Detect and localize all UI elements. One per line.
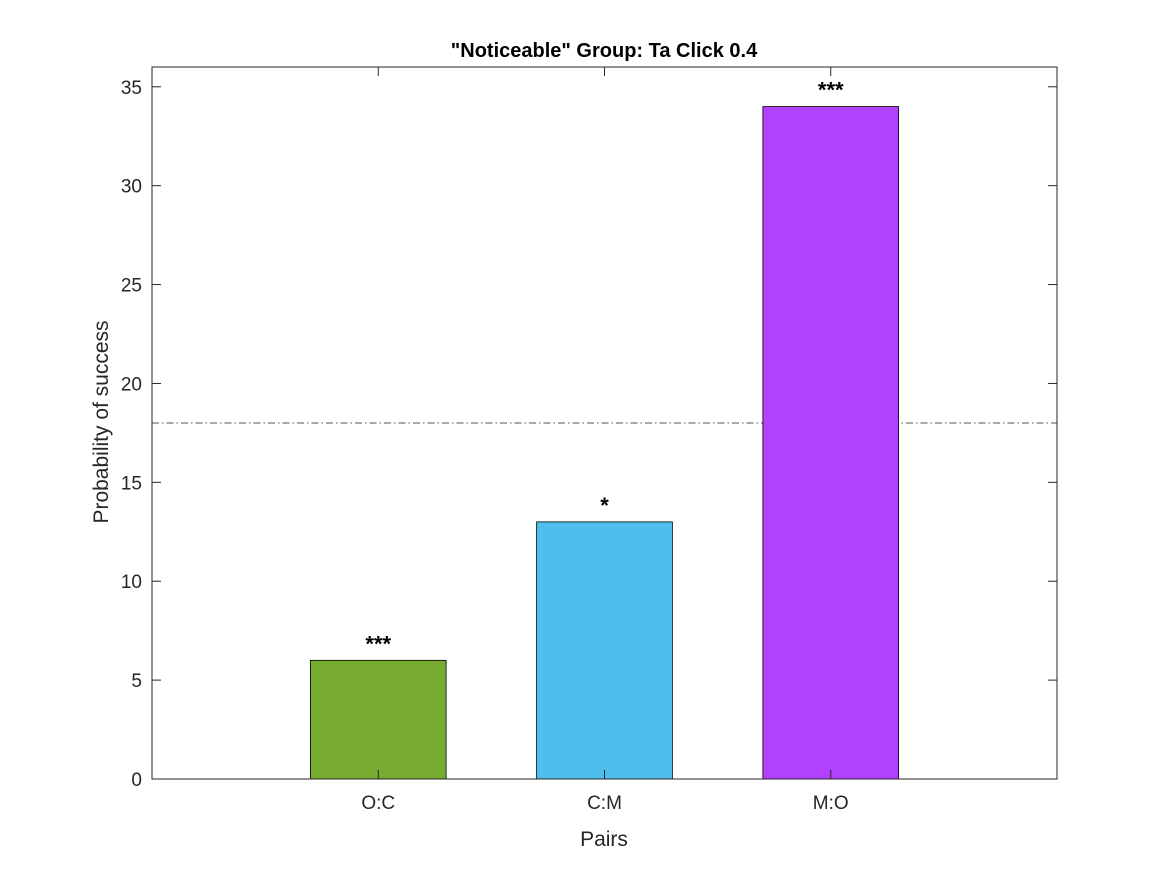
y-axis-label: Probability of success bbox=[90, 320, 113, 523]
bar-o-c bbox=[309, 659, 447, 780]
y-tick-label: 25 bbox=[121, 276, 142, 297]
bar-c-m bbox=[536, 521, 673, 780]
significance-label: *** bbox=[365, 631, 391, 656]
x-tick-label: C:M bbox=[587, 793, 622, 814]
y-tick-label: 10 bbox=[121, 572, 142, 593]
y-tick-label: 20 bbox=[121, 374, 142, 395]
y-tick-label: 15 bbox=[121, 473, 142, 494]
y-tick-label: 5 bbox=[131, 671, 142, 692]
x-axis-label: Pairs bbox=[580, 828, 628, 851]
significance-label: * bbox=[600, 493, 609, 518]
plot-frame bbox=[151, 66, 1058, 780]
chart-title: "Noticeable" Group: Ta Click 0.4 bbox=[451, 40, 758, 62]
significance-label: *** bbox=[818, 78, 844, 103]
y-tick-label: 0 bbox=[131, 770, 142, 791]
x-tick-label: M:O bbox=[813, 793, 849, 814]
bar-m-o bbox=[762, 106, 900, 780]
x-tick-label: O:C bbox=[361, 793, 395, 814]
plot-area: *** O:C * C:M *** M:O 0 5 10 15 20 25 30 35 bbox=[121, 66, 1058, 814]
y-tick-label: 30 bbox=[121, 177, 142, 198]
y-tick-label: 35 bbox=[121, 78, 142, 99]
